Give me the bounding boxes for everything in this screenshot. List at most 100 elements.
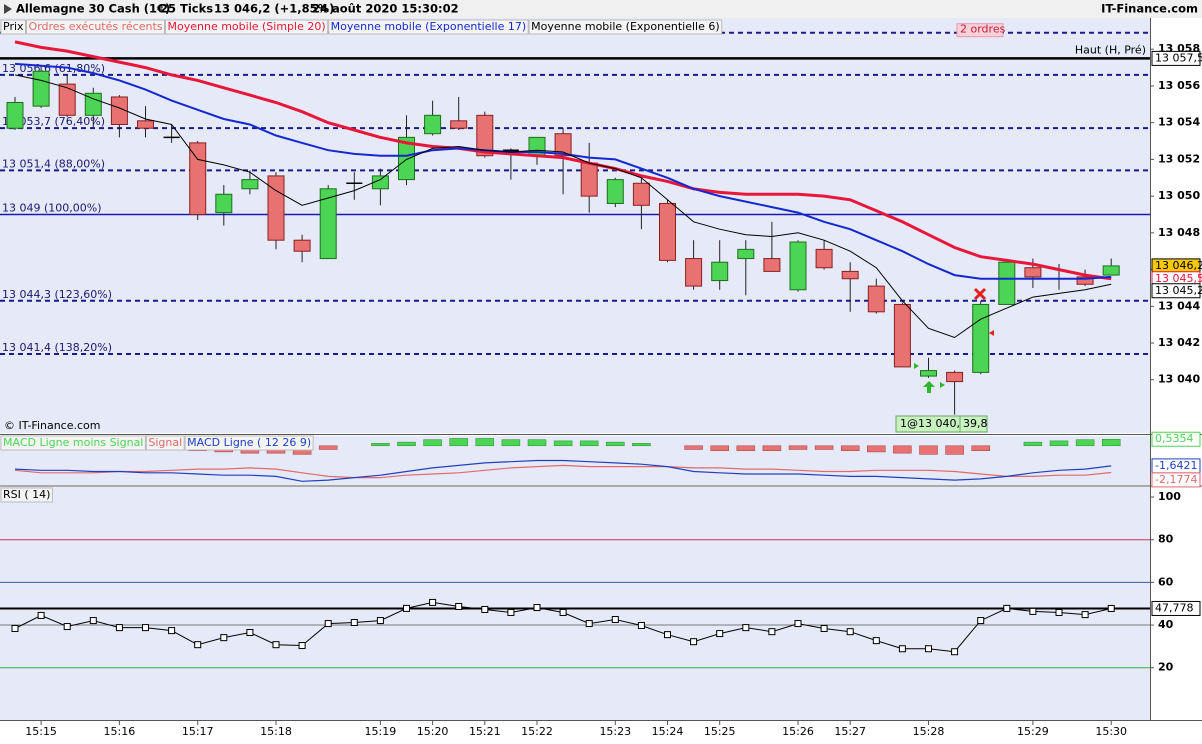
rsi-point: [846, 628, 854, 636]
y-tick-label: 40: [1158, 618, 1174, 631]
macd-bar: [579, 440, 599, 447]
macd-bar: [423, 439, 442, 447]
rsi-point: [37, 611, 45, 619]
legend-box: [328, 19, 529, 35]
header-icon: [4, 4, 12, 14]
legend-box: [145, 435, 185, 451]
macd-bar: [606, 441, 625, 447]
macd-bar: [371, 443, 390, 447]
rsi-point: [481, 605, 489, 613]
macd-bar: [1023, 441, 1043, 447]
rsi-point: [768, 628, 776, 636]
y-tick-label: 13 044: [1158, 299, 1200, 312]
candle-body: [32, 70, 50, 107]
legend-label: Ordres exécutés récents: [29, 20, 163, 33]
rsi-point: [794, 620, 802, 628]
order-marker: [914, 363, 919, 369]
high-label: Haut (H, Pré): [1075, 43, 1146, 56]
legend-box: [26, 19, 165, 35]
candle-body: [319, 188, 337, 260]
candle-body: [815, 248, 833, 269]
rsi-point: [298, 642, 306, 650]
candle-body: [398, 136, 415, 181]
macd-bar: [449, 438, 468, 447]
y-tick-label: 13 050: [1158, 189, 1200, 202]
candle-body: [972, 303, 990, 373]
rsi-point: [716, 630, 724, 638]
header-price: 13 046,2 (+1,85%): [214, 2, 334, 16]
macd-bar: [684, 445, 703, 450]
macd-bar: [1049, 440, 1069, 447]
y-tick-label: 13 054: [1158, 116, 1200, 129]
y-tick-label: 13 056: [1158, 79, 1200, 92]
x-tick-label: 15:26: [782, 725, 814, 738]
header-datetime: 24 août 2020 15:30:02: [312, 2, 459, 16]
candle-body: [606, 179, 624, 204]
rsi-point: [194, 641, 202, 649]
x-tick-label: 15:27: [834, 725, 866, 738]
rsi-point: [1055, 608, 1063, 616]
macd-bar: [762, 445, 782, 451]
candle-body: [241, 179, 259, 190]
price-tag: 13 045,2: [1155, 284, 1202, 297]
candle-body: [84, 92, 102, 116]
macd-bar: [840, 445, 860, 451]
legend-label: MACD Ligne moins Signal: [3, 436, 143, 449]
candle-body: [580, 162, 598, 197]
y-tick-label: 13 052: [1158, 152, 1200, 165]
fib-label: 13 051,4 (88,00%): [2, 157, 105, 170]
rsi-point: [63, 623, 71, 631]
price-tag: 13 045,5: [1155, 272, 1202, 285]
legend-box: [184, 435, 314, 451]
macd-bar: [893, 445, 912, 454]
candle-body: [789, 241, 807, 291]
rsi-point: [376, 617, 384, 625]
y-tick-label: 100: [1158, 490, 1181, 503]
price-tag-box: [1151, 283, 1201, 299]
candle-body: [476, 114, 494, 157]
candle-body: [659, 202, 676, 261]
high-value-box: [1151, 50, 1201, 66]
candle-body: [998, 261, 1016, 305]
fib-label: 13 053,7 (76,40%): [2, 115, 105, 128]
candle-body: [1024, 267, 1042, 278]
candle-body: [293, 239, 311, 252]
rsi-point: [585, 620, 593, 628]
candle-body: [763, 258, 781, 272]
legend-box: [0, 19, 27, 35]
watermark: © IT-Finance.com: [4, 419, 101, 432]
rsi-point: [898, 645, 906, 653]
annotation-box: [959, 415, 988, 433]
candle-body: [189, 142, 207, 215]
legend-label: Moyenne mobile (Exponentielle 17): [331, 20, 527, 33]
header-interval: 25 Ticks: [160, 2, 213, 16]
rsi-point: [637, 621, 645, 629]
candle-body: [1102, 265, 1120, 276]
candle-body: [450, 120, 468, 129]
rsi-value-box: [1151, 600, 1201, 616]
legend-label: RSI ( 14): [3, 488, 50, 501]
candle-body: [632, 182, 650, 206]
rsi-point: [742, 624, 750, 632]
fib-label: 13 041,4 (138,20%): [2, 341, 112, 354]
candle-body: [6, 101, 24, 129]
macd-bar: [1101, 438, 1121, 447]
macd-bar: [318, 445, 338, 450]
rsi-point: [1107, 604, 1115, 612]
orders-box: [956, 23, 1004, 38]
candle-body: [371, 175, 389, 190]
legend-box: [0, 487, 53, 503]
candle-body: [893, 303, 911, 368]
rsi-value: 47,778: [1155, 601, 1194, 614]
macd-bar: [710, 445, 729, 451]
rsi-point: [507, 608, 515, 616]
y-tick-label: 13 040: [1158, 373, 1200, 386]
macd-bar: [1075, 439, 1095, 447]
x-tick-label: 15:29: [1017, 725, 1049, 738]
rsi-point: [350, 618, 358, 626]
fib-label: 13 049 (100,00%): [2, 201, 102, 214]
macd-value: 0,5354: [1155, 432, 1194, 445]
legend-label: Signal: [148, 436, 182, 449]
